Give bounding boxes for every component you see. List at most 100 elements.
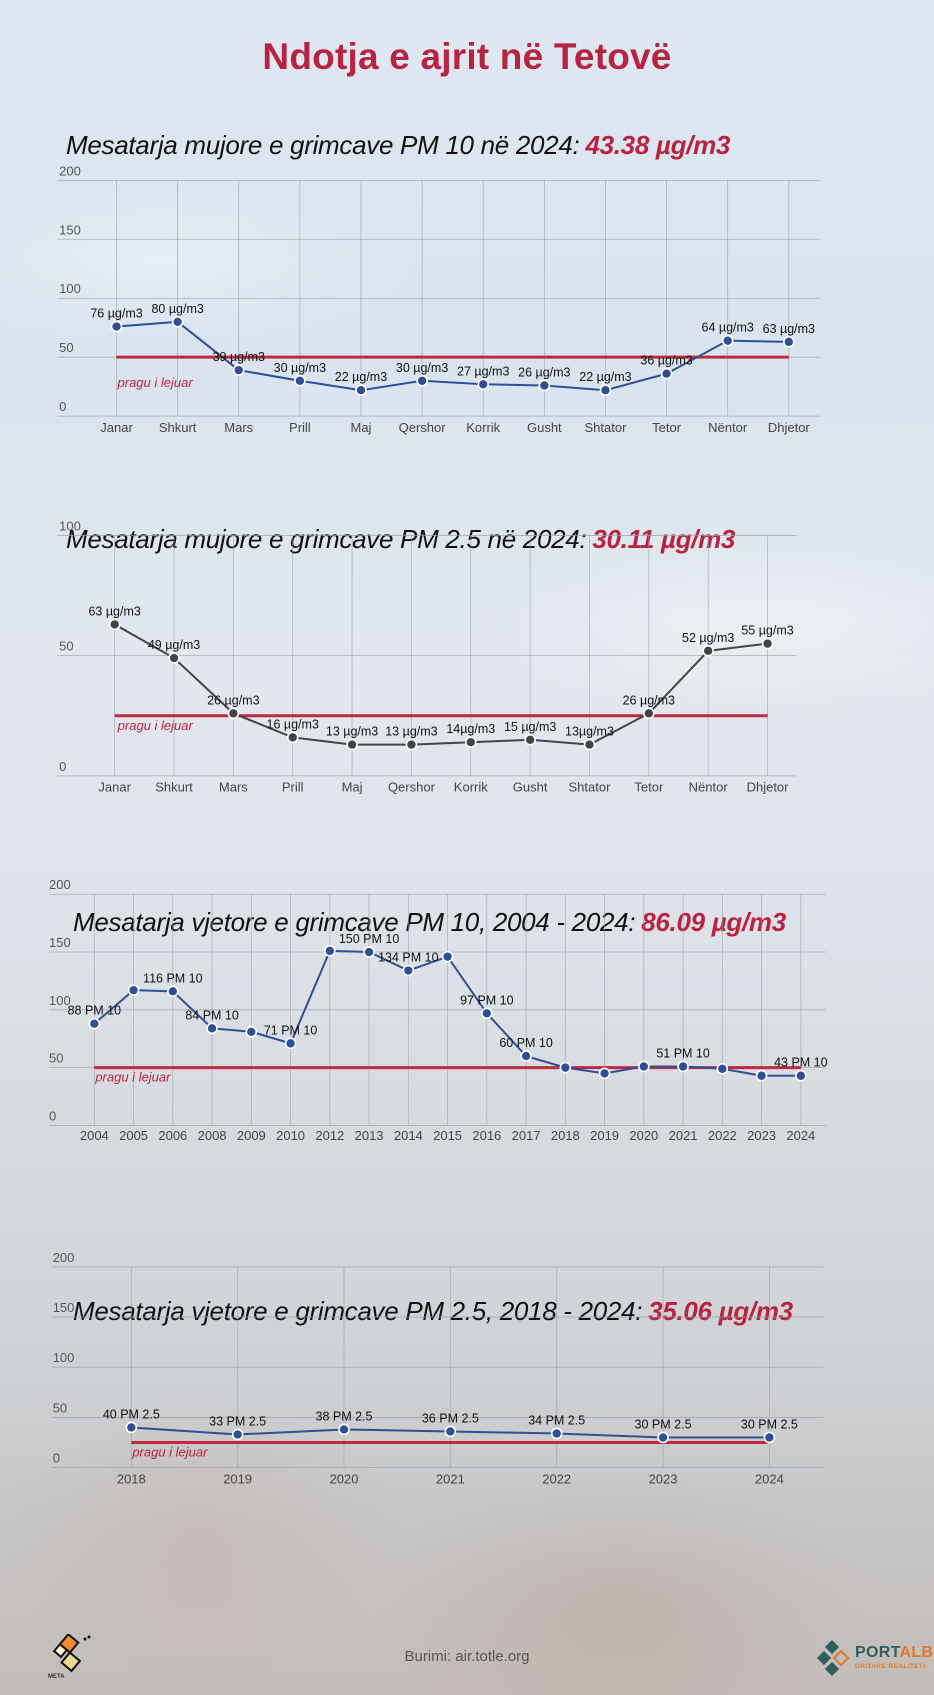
data-point <box>464 736 477 749</box>
data-point <box>520 1050 532 1062</box>
data-point <box>481 1007 493 1020</box>
x-tick-label: Qershor <box>399 420 447 435</box>
x-tick-label: 2014 <box>394 1128 423 1143</box>
meta-logo-text: META <box>48 1674 65 1680</box>
data-point <box>416 374 428 387</box>
data-point <box>559 1061 572 1074</box>
data-label: 84 PM 10 <box>185 1008 239 1022</box>
data-point <box>125 1421 138 1434</box>
data-point <box>232 364 245 376</box>
data-label: 43 PM 10 <box>774 1056 828 1070</box>
x-tick-label: 2019 <box>590 1128 619 1143</box>
data-point <box>761 637 774 650</box>
data-point <box>795 1069 807 1082</box>
x-tick-label: 2004 <box>80 1128 109 1143</box>
data-label: 76 µg/m3 <box>90 307 142 321</box>
x-tick-label: Maj <box>342 780 363 795</box>
x-tick-label: Nëntor <box>689 780 729 795</box>
x-tick-label: 2008 <box>198 1128 227 1143</box>
chart-title-text: Mesatarja vjetore e grimcave PM 2.5, 201… <box>73 1296 643 1326</box>
series-line <box>114 623 768 746</box>
data-point <box>324 945 336 957</box>
x-tick-label: 2018 <box>117 1471 146 1486</box>
y-tick-label: 150 <box>49 935 71 950</box>
x-tick-label: Dhjetor <box>768 420 811 435</box>
portalb-logo: PORTALB DRITARE REALITETI <box>815 1640 934 1680</box>
x-tick-label: Shkurt <box>159 420 197 435</box>
data-point <box>643 707 655 720</box>
data-point <box>755 1069 768 1082</box>
x-tick-label: 2024 <box>755 1471 784 1486</box>
x-tick-label: 2013 <box>355 1128 384 1143</box>
chart-title-pm25-monthly: Mesatarja mujore e grimcave PM 2.5 në 20… <box>66 524 735 555</box>
chart-title-value: 43.38 µg/m3 <box>585 130 731 160</box>
data-label: 15 µg/m3 <box>504 720 556 734</box>
data-label: 22 µg/m3 <box>335 370 387 384</box>
x-tick-label: 2024 <box>786 1128 815 1143</box>
y-tick-label: 100 <box>53 1350 75 1365</box>
data-label: 51 PM 10 <box>656 1046 710 1060</box>
data-label: 64 µg/m3 <box>702 321 754 335</box>
x-tick-label: 2020 <box>629 1128 658 1143</box>
data-point <box>355 384 367 396</box>
data-label: 97 PM 10 <box>460 993 514 1007</box>
data-label: 39 µg/m3 <box>213 350 265 364</box>
data-point <box>477 378 490 391</box>
data-point <box>363 946 375 958</box>
data-point <box>583 738 596 751</box>
data-point <box>286 731 299 744</box>
data-label: 30 PM 2.5 <box>741 1417 798 1431</box>
data-point <box>550 1427 563 1440</box>
data-label: 22 µg/m3 <box>579 370 631 384</box>
data-label: 52 µg/m3 <box>682 631 734 645</box>
data-point <box>660 367 673 380</box>
data-point <box>231 1428 244 1441</box>
data-point <box>677 1060 689 1073</box>
y-tick-label: 100 <box>49 993 71 1008</box>
data-label: 150 PM 10 <box>339 932 400 946</box>
data-point <box>294 374 306 387</box>
data-point <box>524 734 536 746</box>
data-point <box>284 1037 297 1050</box>
chart-title-pm10-annual: Mesatarja vjetore e grimcave PM 10, 2004… <box>73 907 786 938</box>
x-tick-label: 2006 <box>158 1128 187 1143</box>
data-label: 40 PM 2.5 <box>103 1407 160 1421</box>
chart-title-text: Mesatarja mujore e grimcave PM 2.5 në 20… <box>66 524 587 554</box>
data-label: 33 PM 2.5 <box>209 1414 266 1428</box>
x-tick-label: Shkurt <box>155 780 193 795</box>
x-tick-label: Prill <box>282 780 304 795</box>
data-label: 55 µg/m3 <box>741 624 793 638</box>
y-tick-label: 200 <box>49 877 71 892</box>
data-label: 36 µg/m3 <box>640 354 692 368</box>
data-point <box>171 316 184 328</box>
data-point <box>167 985 179 998</box>
data-label: 63 µg/m3 <box>88 604 140 618</box>
chart-title-pm10-monthly: Mesatarja mujore e grimcave PM 10 në 202… <box>66 130 730 161</box>
data-label: 26 µg/m3 <box>623 693 675 707</box>
x-tick-label: 2020 <box>330 1471 359 1486</box>
data-point <box>88 1017 101 1030</box>
data-label: 34 PM 2.5 <box>528 1413 585 1427</box>
data-label: 30 µg/m3 <box>274 361 326 375</box>
data-label: 116 PM 10 <box>143 971 203 985</box>
x-tick-label: 2018 <box>551 1128 580 1143</box>
data-point <box>599 384 612 396</box>
portalb-tagline: DRITARE REALITETI <box>855 1663 926 1670</box>
x-tick-label: 2017 <box>512 1128 541 1143</box>
data-label: 88 PM 10 <box>68 1004 122 1018</box>
data-point <box>721 334 734 347</box>
chart-title-text: Mesatarja mujore e grimcave PM 10 në 202… <box>66 130 580 160</box>
data-label: 49 µg/m3 <box>148 638 200 652</box>
y-tick-label: 200 <box>59 163 81 178</box>
y-tick-label: 50 <box>59 639 73 654</box>
x-tick-label: 2021 <box>669 1128 698 1143</box>
chart-title-value: 35.06 µg/m3 <box>648 1296 793 1326</box>
threshold-label: pragu i lejuar <box>94 1070 171 1085</box>
data-point <box>110 320 123 333</box>
chart-title-pm25-annual: Mesatarja vjetore e grimcave PM 2.5, 201… <box>73 1296 793 1327</box>
data-label: 63 µg/m3 <box>763 322 815 336</box>
threshold-label: pragu i lejuar <box>131 1444 208 1459</box>
data-label: 13µg/m3 <box>565 725 614 739</box>
data-point <box>444 1425 457 1438</box>
data-label: 26 µg/m3 <box>518 365 570 379</box>
